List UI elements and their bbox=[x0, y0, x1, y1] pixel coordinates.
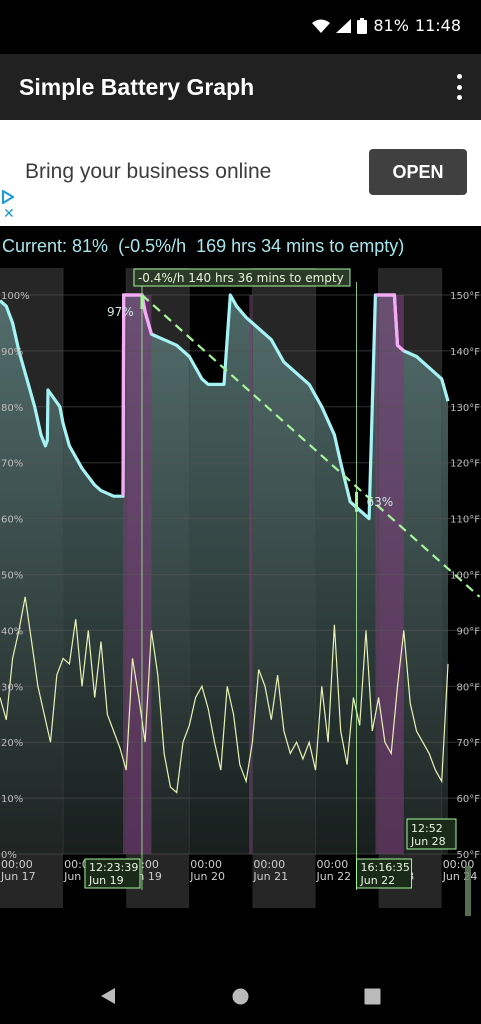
y-tick-left: 10% bbox=[1, 794, 23, 805]
y-tick-left: 0% bbox=[1, 850, 17, 861]
wifi-icon bbox=[312, 19, 331, 33]
last-update-time: 12:52 bbox=[411, 822, 443, 835]
battery-icon bbox=[357, 17, 368, 34]
ad-close-icon[interactable]: ✕ bbox=[3, 206, 15, 222]
battery-percent: 81% bbox=[373, 16, 409, 35]
ad-text[interactable]: Bring your business online bbox=[25, 160, 272, 183]
x-tick-date: Jun 21 bbox=[252, 870, 288, 883]
time-to-empty: 169 hrs 34 mins to empty) bbox=[196, 236, 405, 256]
y-tick-left: 80% bbox=[1, 403, 23, 414]
app-bar: Simple Battery Graph bbox=[0, 54, 481, 120]
y-tick-right: 110°F bbox=[450, 515, 480, 526]
x-tick-time: 00:00 bbox=[190, 858, 222, 871]
y-tick-left: 60% bbox=[1, 515, 23, 526]
x-tick-date: Jun 24 bbox=[442, 870, 478, 883]
navigation-bar bbox=[0, 968, 481, 1024]
status-icons: 81% 11:48 bbox=[312, 16, 461, 35]
y-tick-left: 100% bbox=[1, 291, 30, 302]
y-tick-right: 150°F bbox=[450, 291, 480, 302]
y-tick-left: 30% bbox=[1, 682, 23, 693]
cursor-time: 16:16:35 bbox=[361, 861, 410, 874]
app-title: Simple Battery Graph bbox=[19, 74, 255, 100]
cursor-date: Jun 22 bbox=[360, 874, 396, 887]
y-tick-right: 70°F bbox=[457, 738, 481, 749]
y-tick-left: 20% bbox=[1, 738, 23, 749]
y-tick-right: 100°F bbox=[450, 571, 480, 582]
ad-open-button[interactable]: OPEN bbox=[369, 149, 467, 195]
back-icon[interactable] bbox=[99, 987, 117, 1005]
charging-line bbox=[375, 293, 405, 353]
x-tick-time: 00:00 bbox=[253, 858, 285, 871]
clock: 11:48 bbox=[414, 16, 461, 35]
x-tick-date: Jun 22 bbox=[316, 870, 352, 883]
y-tick-right: 130°F bbox=[450, 403, 480, 414]
current-summary: Current: 81% (-0.5%/h 169 hrs 34 mins to… bbox=[2, 236, 404, 257]
temperature-line bbox=[0, 596, 449, 794]
day-band bbox=[441, 268, 481, 908]
status-bar: 81% 11:48 bbox=[0, 0, 481, 54]
current-rate: (-0.5%/h bbox=[118, 236, 187, 256]
trend-line bbox=[141, 294, 481, 598]
cell-signal-icon bbox=[336, 18, 352, 33]
adchoices-play-icon[interactable] bbox=[2, 190, 14, 204]
y-tick-left: 90% bbox=[1, 347, 23, 358]
battery-graph[interactable]: -0.4%/h 140 hrs 36 mins to empty 97% 63% 10… bbox=[0, 268, 481, 918]
y-tick-left: 40% bbox=[1, 626, 23, 637]
y-tick-right: 50°F bbox=[457, 850, 481, 861]
scroll-handle[interactable] bbox=[465, 866, 471, 916]
cursor-time-box bbox=[84, 858, 141, 889]
more-vert-icon[interactable] bbox=[451, 74, 467, 100]
marker-label-start: 97% bbox=[107, 305, 134, 319]
home-icon[interactable] bbox=[232, 988, 249, 1005]
marker-label-end: 63% bbox=[367, 495, 394, 509]
battery-line bbox=[0, 293, 450, 521]
y-tick-right: 80°F bbox=[457, 682, 481, 693]
ad-banner[interactable]: Bring your business online OPEN ✕ bbox=[0, 120, 481, 226]
x-tick-date: Jun 17 bbox=[0, 870, 36, 883]
last-update-date: Jun 28 bbox=[410, 835, 446, 848]
cursor-time-box bbox=[356, 858, 413, 889]
trend-label-box bbox=[133, 268, 351, 287]
cursor-time: 12:23:39 bbox=[89, 861, 138, 874]
y-tick-right: 90°F bbox=[457, 626, 481, 637]
y-tick-right: 60°F bbox=[457, 794, 481, 805]
y-tick-right: 120°F bbox=[450, 459, 480, 470]
trend-label: -0.4%/h 140 hrs 36 mins to empty bbox=[138, 271, 344, 285]
current-level: Current: 81% bbox=[2, 236, 109, 256]
y-tick-right: 140°F bbox=[450, 347, 480, 358]
x-tick-date: Jun 20 bbox=[189, 870, 225, 883]
y-tick-left: 70% bbox=[1, 459, 23, 470]
x-tick-time: 00:00 bbox=[1, 858, 33, 871]
last-update-box bbox=[406, 818, 457, 850]
cursor-date: Jun 19 bbox=[88, 874, 124, 887]
recents-icon[interactable] bbox=[364, 988, 381, 1005]
x-tick-time: 00:00 bbox=[317, 858, 349, 871]
y-tick-left: 50% bbox=[1, 571, 23, 582]
